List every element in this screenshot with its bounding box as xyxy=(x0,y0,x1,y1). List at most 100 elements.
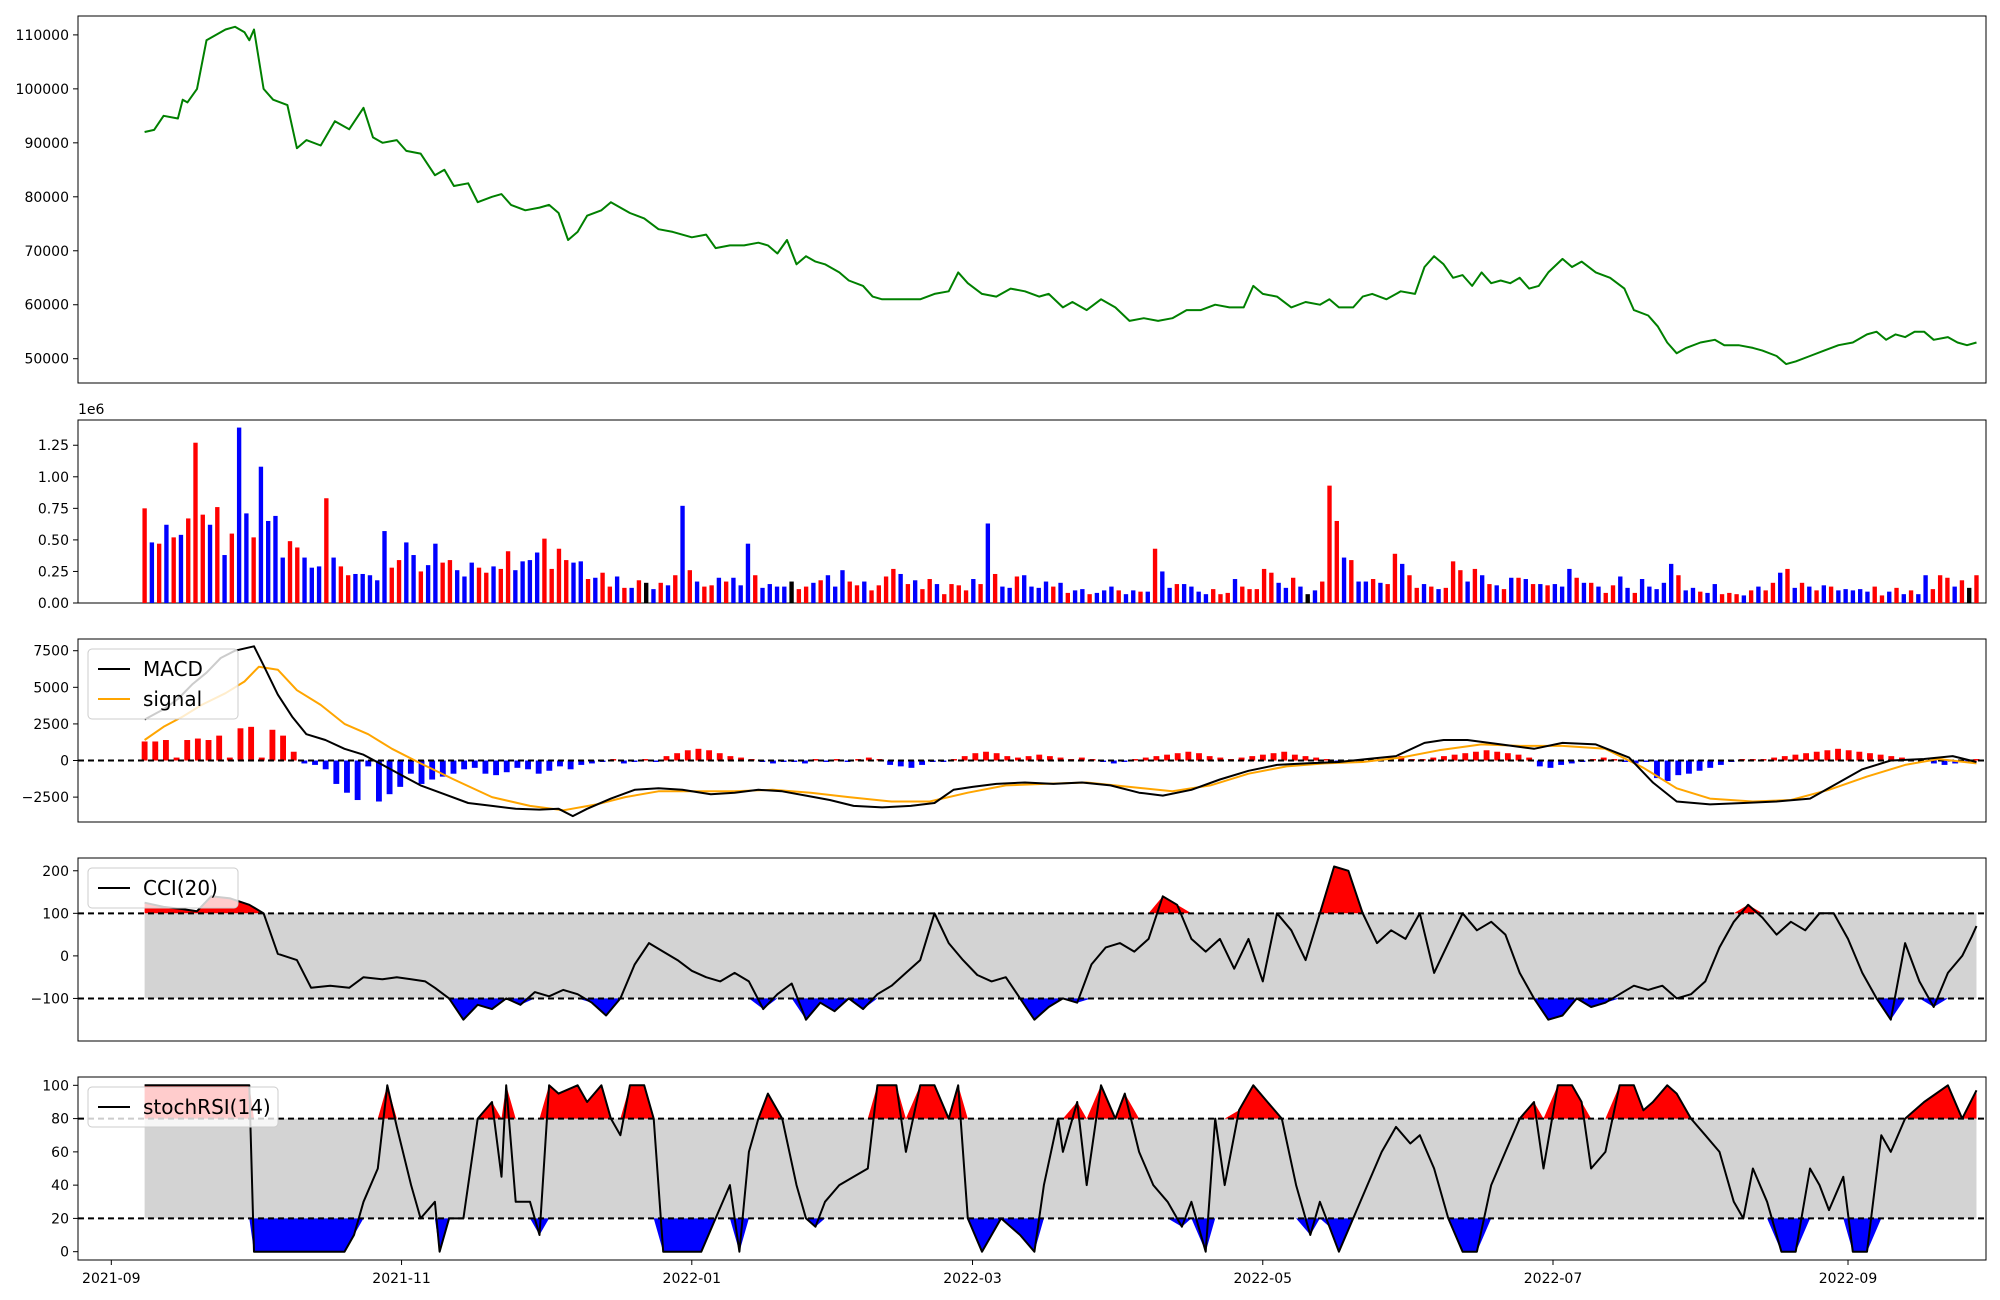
price-line xyxy=(144,25,1977,366)
volume-bar xyxy=(796,589,802,603)
volume-bar xyxy=(1225,592,1230,603)
macd-histogram-bar xyxy=(1792,754,1799,761)
volume-bar xyxy=(1683,590,1688,603)
volume-bar xyxy=(1698,591,1703,603)
volume-bar xyxy=(534,552,540,603)
macd-histogram-bar xyxy=(290,751,297,761)
volume-bar xyxy=(1181,584,1187,603)
macd-histogram-bar xyxy=(919,760,926,765)
volume-bar xyxy=(513,570,518,603)
macd-histogram-bar xyxy=(738,757,744,761)
volume-bar xyxy=(1690,587,1696,603)
volume-bar xyxy=(309,567,314,603)
volume-bar xyxy=(186,518,191,603)
volume-bar xyxy=(1894,587,1899,603)
volume-bar xyxy=(1887,591,1892,603)
volume-bar xyxy=(833,586,838,603)
xtick-label: 2022-07 xyxy=(1524,1271,1583,1287)
macd-histogram-bar xyxy=(1323,759,1330,761)
volume-bar xyxy=(934,584,940,603)
volume-ytick-label: 0.75 xyxy=(38,501,69,517)
volume-bar xyxy=(1290,577,1296,603)
macd-histogram-bar xyxy=(365,760,372,767)
macd-histogram-bar xyxy=(280,735,286,761)
macd-histogram-bar xyxy=(823,760,830,762)
volume-bar xyxy=(1400,563,1405,603)
volume-bar xyxy=(1472,568,1478,603)
macd-histogram-bar xyxy=(1270,753,1277,761)
macd-histogram-bar xyxy=(216,735,223,761)
volume-bar xyxy=(389,567,394,603)
macd-histogram-bar xyxy=(1174,753,1181,761)
macd-histogram-bar xyxy=(461,760,468,770)
volume-bar xyxy=(1850,590,1856,603)
macd-histogram-bar xyxy=(194,738,201,761)
volume-ytick-label: 1.00 xyxy=(38,470,69,486)
volume-bar xyxy=(898,573,903,603)
volume-bar xyxy=(767,584,772,603)
volume-bar xyxy=(1007,587,1012,603)
volume-bar xyxy=(382,531,387,603)
price-ytick-label: 50000 xyxy=(24,352,69,368)
volume-offset-label: 1e6 xyxy=(78,402,105,418)
macd-legend-box xyxy=(87,648,239,720)
macd-histogram-bar xyxy=(1249,756,1256,761)
macd-legend: MACD signal xyxy=(87,648,239,720)
volume-bar xyxy=(912,580,918,603)
cci-band xyxy=(144,913,1977,999)
macd-histogram-bar xyxy=(1888,756,1895,761)
volume-bar xyxy=(498,568,503,603)
macd-histogram-bar xyxy=(1483,750,1490,761)
macd-histogram-bar xyxy=(546,760,553,771)
macd-histogram-bar xyxy=(1110,760,1117,764)
volume-bar xyxy=(1036,587,1041,603)
macd-histogram-bar xyxy=(1206,756,1213,761)
volume-bar xyxy=(1465,581,1470,603)
macd-histogram-bar xyxy=(1025,756,1032,761)
volume-bar xyxy=(622,587,627,603)
macd-histogram-bar xyxy=(269,729,276,761)
volume-bar xyxy=(1145,591,1150,603)
macd-histogram-bar xyxy=(386,760,393,795)
volume-bar xyxy=(353,573,358,603)
volume-bar xyxy=(1603,592,1608,603)
macd-histogram-bar xyxy=(695,748,702,761)
macd-histogram-bar xyxy=(503,760,510,773)
price-ytick-label: 60000 xyxy=(24,298,69,314)
volume-bar xyxy=(1450,561,1456,603)
volume-bar xyxy=(1712,584,1717,603)
xtick-label: 2022-05 xyxy=(1234,1271,1293,1287)
volume-bar xyxy=(542,538,547,603)
volume-bar xyxy=(1676,575,1681,603)
volume-bar xyxy=(1843,589,1848,603)
volume-bar xyxy=(1000,586,1005,603)
volume-bar xyxy=(942,594,947,603)
volume-bar xyxy=(1479,575,1485,603)
macd-histogram-bar xyxy=(1941,760,1948,765)
volume-bar xyxy=(738,585,743,603)
volume-bar xyxy=(244,513,249,603)
macd-histogram-bar xyxy=(322,760,329,770)
volume-bar xyxy=(782,586,787,603)
macd-histogram-bar xyxy=(1451,754,1458,761)
cci-legend-label: CCI(20) xyxy=(143,876,218,900)
volume-bar xyxy=(1356,581,1361,603)
volume-bar xyxy=(505,551,511,603)
volume-bar xyxy=(164,524,169,603)
volume-bar xyxy=(375,580,380,603)
volume-bar xyxy=(854,585,860,603)
volume-bar xyxy=(1574,577,1579,603)
macd-legend-label: MACD xyxy=(143,657,203,681)
volume-bar xyxy=(1341,557,1347,603)
stochrsi-ytick-label: 40 xyxy=(51,1178,69,1194)
volume-bar xyxy=(1959,580,1965,603)
macd-legend-label: signal xyxy=(143,687,202,711)
volume-bar xyxy=(920,589,925,603)
volume-ytick-label: 0.25 xyxy=(38,564,69,580)
volume-bar xyxy=(1668,563,1674,603)
cci-oversold-fill xyxy=(144,998,1977,1020)
macd-histogram-bar xyxy=(418,760,425,784)
macd-histogram-bar xyxy=(1771,757,1778,761)
volume-bar xyxy=(963,590,969,603)
